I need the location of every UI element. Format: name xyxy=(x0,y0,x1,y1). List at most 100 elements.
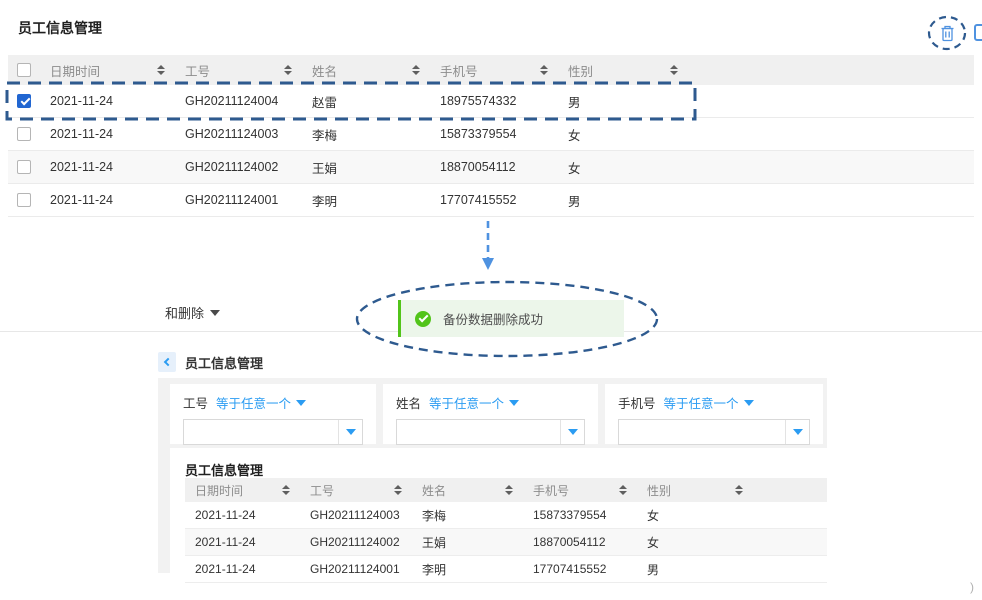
table-row: 2021-11-24 GH20211124003 李梅 15873379554 … xyxy=(185,502,827,529)
filter-operator-dropdown[interactable]: 等于任意一个 xyxy=(664,393,754,412)
table-row: 2021-11-24 GH20211124004 赵雷 18975574332 … xyxy=(8,85,974,118)
column-header-name[interactable]: 姓名 xyxy=(302,61,430,80)
cell-gender: 男 xyxy=(568,194,581,209)
back-button[interactable] xyxy=(158,352,176,372)
cell-date: 2021-11-24 xyxy=(50,160,114,174)
filter-label: 工号 xyxy=(183,397,209,411)
chevron-down-icon xyxy=(567,429,578,435)
chevron-down-icon xyxy=(345,429,356,435)
cell-date: 2021-11-24 xyxy=(195,562,256,576)
cell-name: 李梅 xyxy=(312,128,338,143)
filter-operator-dropdown[interactable]: 等于任意一个 xyxy=(429,393,520,412)
cell-name: 李梅 xyxy=(422,508,447,523)
clipped-square-icon[interactable] xyxy=(974,24,982,41)
employee-table: 日期时间 工号 姓名 手机号 性别 2021-11-24 GH202111240… xyxy=(8,55,974,217)
filter-operator-dropdown[interactable]: 等于任意一个 xyxy=(216,393,307,412)
filter-input-name[interactable] xyxy=(397,420,560,444)
sort-arrows-icon xyxy=(670,65,678,75)
row-checkbox[interactable] xyxy=(17,94,31,108)
filter-card-phone: 手机号 等于任意一个 xyxy=(605,384,823,445)
column-header-date[interactable]: 日期时间 xyxy=(40,61,175,80)
cell-employee-id: GH20211124004 xyxy=(185,94,279,108)
table-row: 2021-11-24 GH20211124003 李梅 15873379554 … xyxy=(8,118,974,151)
column-header-date[interactable]: 日期时间 xyxy=(185,482,300,499)
cell-phone: 15873379554 xyxy=(440,127,517,141)
column-header-employee-id[interactable]: 工号 xyxy=(175,61,302,80)
column-header-phone[interactable]: 手机号 xyxy=(523,482,637,499)
cell-gender: 女 xyxy=(647,508,660,523)
chevron-left-icon xyxy=(163,357,173,367)
cell-gender: 男 xyxy=(647,562,660,577)
cell-name: 李明 xyxy=(312,194,338,209)
filter-select-toggle[interactable] xyxy=(338,420,362,444)
cell-phone: 18870054112 xyxy=(533,535,606,549)
cell-name: 王娟 xyxy=(422,535,447,550)
sort-arrows-icon xyxy=(284,65,292,75)
column-header-phone[interactable]: 手机号 xyxy=(430,61,558,80)
cell-name: 李明 xyxy=(422,562,447,577)
dashed-arrow-down-icon xyxy=(482,221,494,270)
cell-employee-id: GH20211124002 xyxy=(185,160,279,174)
chevron-down-icon xyxy=(509,399,520,406)
filter-card-employee-id: 工号 等于任意一个 xyxy=(170,384,376,445)
cell-phone: 17707415552 xyxy=(533,562,607,576)
row-checkbox[interactable] xyxy=(17,160,31,174)
column-header-gender[interactable]: 性别 xyxy=(637,482,753,499)
column-header-gender[interactable]: 性别 xyxy=(558,61,688,80)
sort-arrows-icon xyxy=(394,485,402,495)
toast-message: 备份数据删除成功 xyxy=(443,313,544,327)
cell-employee-id: GH20211124001 xyxy=(185,193,279,207)
detail-employee-table: 日期时间 工号 姓名 手机号 性别 2021-11-24 GH202111240… xyxy=(185,478,827,583)
success-toast: 备份数据删除成功 xyxy=(398,300,624,337)
select-all-checkbox[interactable] xyxy=(17,63,31,77)
cell-phone: 15873379554 xyxy=(533,508,607,522)
sort-arrows-icon xyxy=(157,65,165,75)
artifact-mark: ) xyxy=(970,580,974,594)
filter-input-phone[interactable] xyxy=(619,420,785,444)
filter-input-employee-id[interactable] xyxy=(184,420,338,444)
filter-label: 姓名 xyxy=(396,397,422,411)
sort-arrows-icon xyxy=(282,485,290,495)
cell-phone: 18870054112 xyxy=(440,160,516,174)
column-header-employee-id[interactable]: 工号 xyxy=(300,482,412,499)
column-header-name[interactable]: 姓名 xyxy=(412,482,523,499)
sort-arrows-icon xyxy=(540,65,548,75)
table-row: 2021-11-24 GH20211124002 王娟 18870054112 … xyxy=(185,529,827,556)
row-checkbox[interactable] xyxy=(17,127,31,141)
panel-title: 员工信息管理 xyxy=(185,355,264,371)
cell-date: 2021-11-24 xyxy=(50,193,114,207)
filter-select-toggle[interactable] xyxy=(785,420,809,444)
filter-card-name: 姓名 等于任意一个 xyxy=(383,384,598,445)
panel-gutter xyxy=(158,448,170,573)
select-all-cell xyxy=(8,63,40,77)
trash-icon xyxy=(941,25,953,41)
cell-employee-id: GH20211124003 xyxy=(310,508,400,522)
table-header-row: 日期时间 工号 姓名 手机号 性别 xyxy=(185,478,827,502)
check-circle-icon xyxy=(415,310,431,327)
cell-phone: 18975574332 xyxy=(440,94,517,108)
cell-phone: 17707415552 xyxy=(440,193,517,207)
cell-gender: 女 xyxy=(568,128,581,143)
table-row: 2021-11-24 GH20211124001 李明 17707415552 … xyxy=(8,184,974,217)
cell-date: 2021-11-24 xyxy=(195,535,256,549)
filter-label: 手机号 xyxy=(618,397,656,411)
cell-gender: 男 xyxy=(568,95,581,110)
row-checkbox[interactable] xyxy=(17,193,31,207)
chevron-down-icon xyxy=(792,429,803,435)
table-header-row: 日期时间 工号 姓名 手机号 性别 xyxy=(8,55,974,85)
cell-name: 王娟 xyxy=(312,161,338,176)
cell-date: 2021-11-24 xyxy=(50,94,114,108)
page-title: 员工信息管理 xyxy=(18,20,102,36)
cell-name: 赵雷 xyxy=(312,95,338,110)
chevron-down-icon xyxy=(210,309,221,316)
sort-arrows-icon xyxy=(412,65,420,75)
cell-employee-id: GH20211124001 xyxy=(310,562,400,576)
delete-button[interactable] xyxy=(938,24,956,42)
actions-dropdown[interactable]: 和删除 xyxy=(165,303,221,322)
cell-date: 2021-11-24 xyxy=(195,508,256,522)
cell-employee-id: GH20211124003 xyxy=(185,127,279,141)
chevron-down-icon xyxy=(743,399,754,406)
detail-table-title: 员工信息管理 xyxy=(185,463,264,478)
cell-employee-id: GH20211124002 xyxy=(310,535,400,549)
filter-select-toggle[interactable] xyxy=(560,420,584,444)
